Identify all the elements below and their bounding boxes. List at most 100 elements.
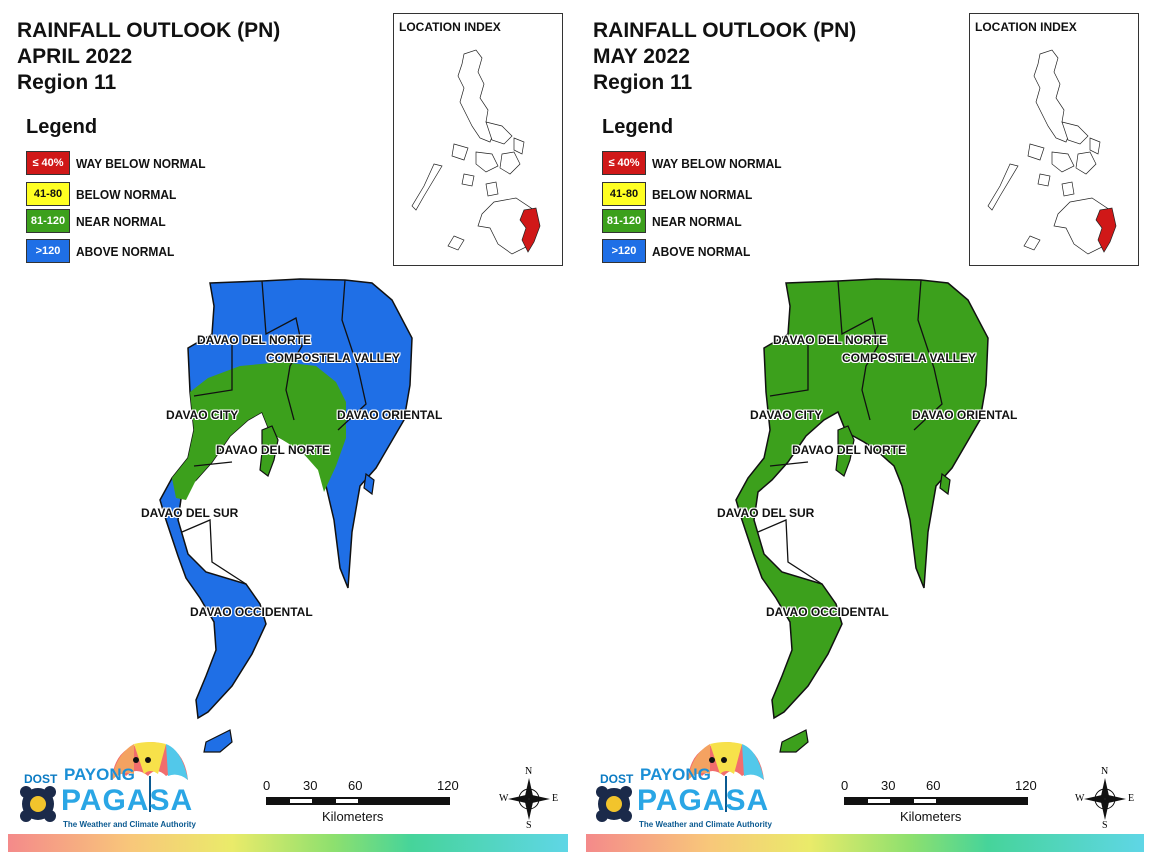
scale-bar: 0 30 60 120 Kilometers (840, 778, 1040, 838)
compass-rose: N S W E (498, 766, 560, 832)
scale-graphic (266, 797, 450, 805)
logo-payong: PAYONG (64, 765, 135, 784)
pagasa-logo: DOST PAYONG PAGASA The Weather and Clima… (16, 740, 206, 836)
compass-w: W (1075, 793, 1085, 804)
legend-label: WAY BELOW NORMAL (76, 155, 206, 171)
legend-heading: Legend (602, 116, 674, 138)
label-davao-oriental: DAVAO ORIENTAL (912, 408, 1018, 422)
logo-pagasa: PAGASA (61, 784, 194, 817)
label-davao-occidental: DAVAO OCCIDENTAL (766, 605, 889, 619)
title-line-2: APRIL 2022 (17, 45, 133, 68)
legend-item-below-normal: 41-80 BELOW NORMAL (602, 182, 761, 206)
panel-may: RAINFALL OUTLOOK (PN) MAY 2022 Region 11… (576, 0, 1152, 864)
label-compostela-valley: COMPOSTELA VALLEY (842, 351, 977, 365)
legend-heading: Legend (26, 116, 98, 138)
legend-swatch: >120 (26, 239, 70, 263)
umbrella-icon (20, 742, 188, 822)
label-davao-del-norte-2: DAVAO DEL NORTE (792, 443, 907, 457)
philippines-outline-map (987, 49, 1117, 255)
region-11-highlight (1095, 207, 1117, 253)
region-11-highlight (519, 207, 541, 253)
label-davao-city: DAVAO CITY (166, 408, 239, 422)
scale-tick-30: 30 (303, 778, 318, 793)
compass-n: N (525, 766, 533, 777)
map-region-near-normal (735, 278, 989, 720)
title-line-3: Region 11 (593, 71, 693, 94)
logo-dost: DOST (24, 772, 58, 786)
legend-item-way-below-normal: ≤ 40% WAY BELOW NORMAL (26, 151, 217, 175)
label-compostela-valley: COMPOSTELA VALLEY (266, 351, 401, 365)
map-title: RAINFALL OUTLOOK (PN) MAY 2022 Region 11 (593, 18, 856, 96)
compass-rose: N S W E (1074, 766, 1136, 832)
compass-s: S (526, 820, 532, 831)
scale-tick-60: 60 (348, 778, 363, 793)
map-island (363, 472, 375, 496)
province-boundaries (181, 279, 367, 585)
scale-tick-0: 0 (263, 778, 271, 793)
scale-tick-60: 60 (926, 778, 941, 793)
compass-n: N (1101, 766, 1109, 777)
legend-swatch: ≤ 40% (602, 151, 646, 175)
map-island (939, 472, 951, 496)
legend-item-above-normal: >120 ABOVE NORMAL (26, 239, 183, 263)
logo-tagline: The Weather and Climate Authority (639, 820, 772, 829)
map-island (835, 425, 855, 477)
title-line-1: RAINFALL OUTLOOK (PN) (593, 19, 857, 42)
label-davao-del-norte: DAVAO DEL NORTE (773, 333, 888, 347)
legend-item-above-normal: >120 ABOVE NORMAL (602, 239, 759, 263)
pagasa-logo: DOST PAYONG PAGASA The Weather and Clima… (592, 740, 782, 836)
label-davao-oriental: DAVAO ORIENTAL (337, 408, 443, 422)
logo-dost: DOST (600, 772, 634, 786)
scale-tick-0: 0 (841, 778, 849, 793)
title-line-1: RAINFALL OUTLOOK (PN) (17, 19, 281, 42)
compass-icon (1084, 778, 1126, 820)
legend-item-near-normal: 81-120 NEAR NORMAL (602, 209, 750, 233)
title-line-2: MAY 2022 (593, 45, 690, 68)
location-index-title: LOCATION INDEX (975, 20, 1077, 34)
scale-graphic (844, 797, 1028, 805)
map-island (259, 425, 279, 477)
map-island (779, 729, 809, 753)
location-index-title: LOCATION INDEX (399, 20, 501, 34)
panel-april: RAINFALL OUTLOOK (PN) APRIL 2022 Region … (8, 13, 568, 852)
logo-tagline: The Weather and Climate Authority (63, 820, 196, 829)
legend-swatch: 81-120 (26, 209, 70, 233)
legend-swatch: ≤ 40% (26, 151, 70, 175)
legend-label: BELOW NORMAL (652, 186, 753, 202)
label-davao-del-norte: DAVAO DEL NORTE (197, 333, 312, 347)
logo-pagasa: PAGASA (637, 784, 770, 817)
label-davao-city: DAVAO CITY (750, 408, 823, 422)
legend-label: NEAR NORMAL (76, 213, 166, 229)
color-gradient-bar (586, 834, 1144, 852)
compass-e: E (552, 793, 559, 804)
map-island (203, 729, 233, 753)
region-11-map (735, 278, 989, 753)
legend-label: WAY BELOW NORMAL (652, 155, 782, 171)
legend-swatch: >120 (602, 239, 646, 263)
scale-tick-30: 30 (881, 778, 896, 793)
legend-item-below-normal: 41-80 BELOW NORMAL (26, 182, 185, 206)
umbrella-icon (596, 742, 764, 822)
compass-icon (508, 778, 550, 820)
location-index-inset: LOCATION INDEX (393, 13, 563, 266)
logo-payong: PAYONG (640, 765, 711, 784)
map-title: RAINFALL OUTLOOK (PN) APRIL 2022 Region … (17, 18, 280, 96)
legend-item-way-below-normal: ≤ 40% WAY BELOW NORMAL (602, 151, 793, 175)
label-davao-del-sur: DAVAO DEL SUR (141, 506, 239, 520)
region-11-map (159, 278, 413, 753)
legend-label: BELOW NORMAL (76, 186, 177, 202)
philippines-outline-map (411, 49, 541, 255)
compass-w: W (499, 793, 509, 804)
label-davao-occidental: DAVAO OCCIDENTAL (190, 605, 313, 619)
legend-swatch: 81-120 (602, 209, 646, 233)
legend-label: ABOVE NORMAL (652, 243, 751, 259)
scale-tick-120: 120 (437, 778, 459, 793)
scale-bar: 0 30 60 120 Kilometers (262, 778, 462, 838)
map-region-near-normal (172, 362, 346, 500)
legend-item-near-normal: 81-120 NEAR NORMAL (26, 209, 174, 233)
label-davao-del-norte-2: DAVAO DEL NORTE (216, 443, 331, 457)
legend-label: NEAR NORMAL (652, 213, 742, 229)
scale-tick-120: 120 (1015, 778, 1037, 793)
compass-s: S (1102, 820, 1108, 831)
color-gradient-bar (8, 834, 568, 852)
